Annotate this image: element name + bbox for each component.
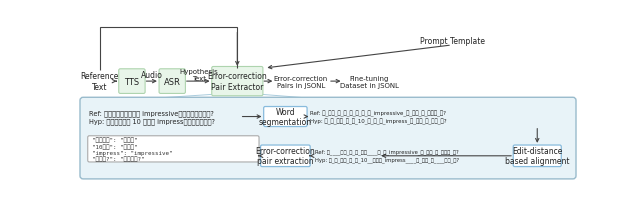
Text: "的觉得，": "觉得，"
"10足是": "十足是"
"impress": "impressive"
"觉得呢?": "你觉得呢?": "的觉得，": "觉得，" "10足是": "十足是" "impress": "… — [92, 137, 172, 161]
FancyBboxPatch shape — [513, 145, 561, 167]
FancyBboxPatch shape — [88, 136, 259, 162]
FancyBboxPatch shape — [212, 67, 263, 96]
Text: Edit-distance
based alignment: Edit-distance based alignment — [505, 146, 570, 166]
FancyBboxPatch shape — [260, 145, 310, 167]
Text: Ref: 我觉得，这十足是个 impressive的经历，你觉得呢?: Ref: 我觉得，这十足是个 impressive的经历，你觉得呢? — [88, 110, 213, 116]
FancyBboxPatch shape — [80, 98, 576, 179]
Text: Reference
Text: Reference Text — [81, 72, 119, 91]
FancyBboxPatch shape — [119, 69, 145, 94]
Text: Hypothesis
Text: Hypothesis Text — [179, 68, 218, 81]
Text: Word
segmentation: Word segmentation — [259, 107, 312, 127]
Text: Prompt Template: Prompt Template — [419, 37, 484, 46]
FancyBboxPatch shape — [159, 69, 186, 94]
Text: Hyp: 我_的_觉得_，_这_10_足_是_个_impress_的_经历_，_觉得_呢?: Hyp: 我_的_觉得_，_这_10_足_是_个_impress_的_经历_，_… — [310, 118, 447, 124]
Text: Ref: 我_觉得_，_这_十_足_是_个_impressive_的_经历_，_你觉得_呢?: Ref: 我_觉得_，_这_十_足_是_个_impressive_的_经历_，_… — [310, 110, 446, 116]
Text: Fine-tuning
Dataset in JSONL: Fine-tuning Dataset in JSONL — [340, 75, 399, 88]
Text: Ref: 我____觉得_，_这_十足____是_个_impressive_的_经历_，_你觉得_呢?: Ref: 我____觉得_，_这_十足____是_个_impressive_的_… — [315, 149, 459, 154]
Text: Error-correction
Pair Extractor: Error-correction Pair Extractor — [207, 72, 268, 91]
Text: Hyp: 我_的_觉得_，_这_10__足是个_impress____的_经历_，____觉得_呢?: Hyp: 我_的_觉得_，_这_10__足是个_impress____的_经历_… — [315, 156, 459, 162]
Text: ASR: ASR — [164, 77, 180, 86]
FancyBboxPatch shape — [264, 107, 307, 127]
Text: Hyp: 我的觉得。这 10 足是个 impress的经历，觉得呢?: Hyp: 我的觉得。这 10 足是个 impress的经历，觉得呢? — [88, 118, 214, 124]
Text: Error-correction
pair extraction: Error-correction pair extraction — [255, 146, 316, 166]
Text: Audio: Audio — [141, 71, 163, 80]
Text: TTS: TTS — [124, 77, 140, 86]
Text: Error-correction
Pairs in JSONL: Error-correction Pairs in JSONL — [274, 75, 328, 88]
